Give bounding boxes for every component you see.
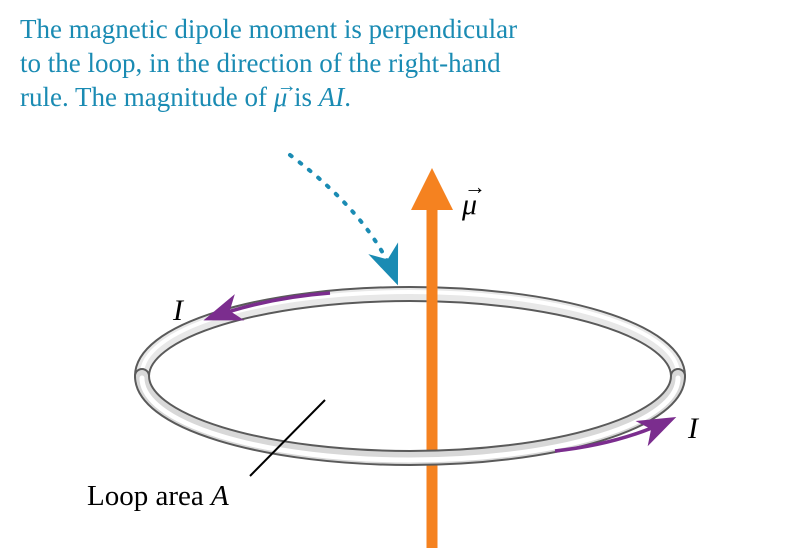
mu-vector-shaft-upper	[427, 205, 438, 375]
loop-ring-back	[142, 292, 678, 376]
loop-area-prefix: Loop area	[87, 480, 211, 512]
diagram-svg	[0, 0, 802, 548]
current-label-right: I	[688, 412, 698, 446]
caption-pointer	[290, 155, 395, 278]
mu-vector-head	[411, 168, 453, 210]
loop-area-var: A	[211, 480, 229, 512]
loop-area-label: Loop area A	[87, 480, 229, 513]
loop-ring-front	[142, 376, 678, 460]
mu-vector-label: →μ	[462, 188, 477, 222]
current-label-left: I	[173, 294, 183, 328]
